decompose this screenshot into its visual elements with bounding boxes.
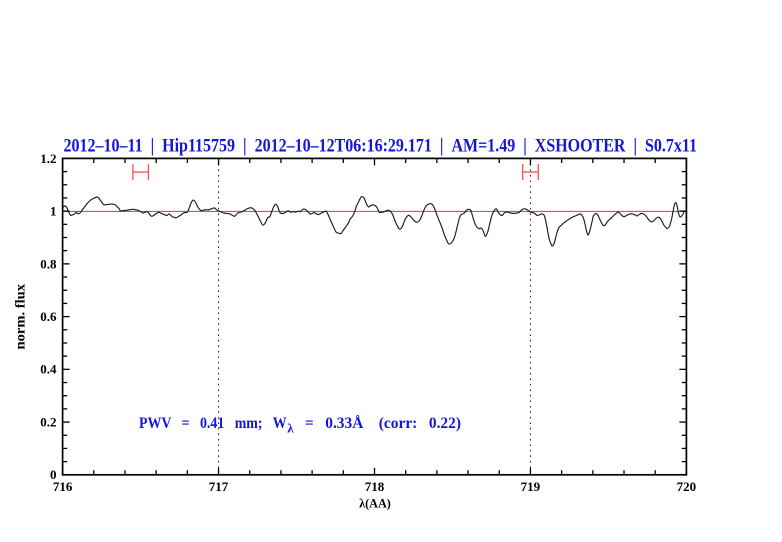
svg-text:0.8: 0.8 bbox=[40, 256, 57, 271]
svg-text:1.2: 1.2 bbox=[40, 151, 56, 166]
svg-text:2012–10–11 | Hip115759 | 2: 2012–10–11 | Hip115759 | 2012–10–12T06:1… bbox=[64, 136, 698, 157]
svg-text:λ: λ bbox=[287, 420, 294, 435]
svg-text:720: 720 bbox=[677, 479, 697, 494]
svg-text:0.2: 0.2 bbox=[40, 415, 56, 430]
svg-text:1: 1 bbox=[50, 204, 57, 219]
svg-text:0: 0 bbox=[50, 467, 57, 482]
svg-text:717: 717 bbox=[209, 479, 229, 494]
svg-text:0.6: 0.6 bbox=[40, 309, 57, 324]
svg-text:718: 718 bbox=[365, 479, 385, 494]
svg-text:719: 719 bbox=[521, 479, 541, 494]
svg-text:716: 716 bbox=[53, 479, 73, 494]
svg-text:0.4: 0.4 bbox=[40, 362, 57, 377]
svg-text:PWV = 0.41 mm; W: PWV = 0.41 mm; W bbox=[139, 415, 287, 432]
svg-text:norm. flux: norm. flux bbox=[14, 284, 29, 350]
svg-text:= 0.33Å (corr: 0.22): = 0.33Å (corr: 0.22) bbox=[305, 415, 461, 432]
svg-text:λ(AA): λ(AA) bbox=[359, 496, 391, 511]
